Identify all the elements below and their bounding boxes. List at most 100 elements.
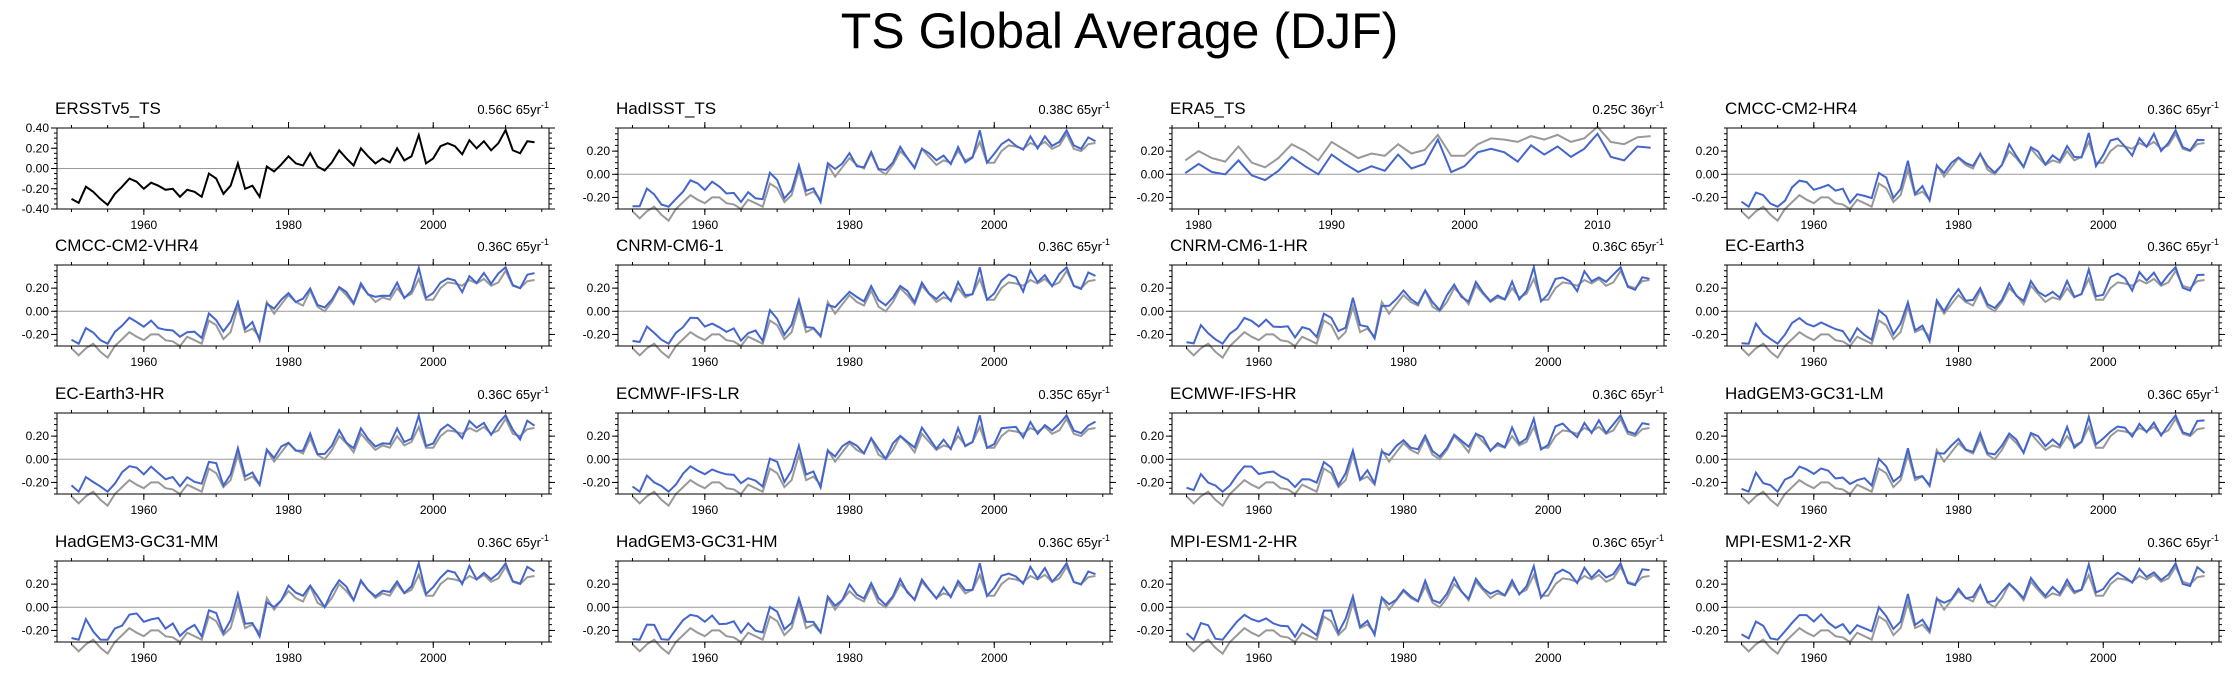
x-tick-label: 1960 [130, 503, 157, 517]
x-tick-label: 1980 [836, 651, 863, 665]
panel-title: HadGEM3-GC31-MM [55, 532, 218, 551]
panel-trend: 0.25C 36yr-1 [1592, 100, 1664, 117]
y-tick-label: -0.20 [583, 475, 611, 489]
x-tick-label: 2000 [1535, 355, 1562, 369]
chart-panel: ERA5_TS 0.25C 36yr-1 -0.20 0.00 0.20 1980 1990… [1137, 99, 1670, 232]
y-tick-label: 0.20 [26, 429, 50, 443]
series-line-model [1186, 263, 1650, 346]
chart-panel: ERSSTv5_TS 0.56C 65yr-1 -0.40 -0.20 0.00 0.20… [22, 99, 555, 232]
chart-panel: MPI-ESM1-2-XR 0.36C 65yr-1 -0.20 0.00 0.20 19… [1692, 532, 2225, 665]
trend-exponent: -1 [2211, 533, 2219, 543]
y-tick-label: 0.20 [1696, 281, 1720, 295]
x-tick-label: 1980 [1945, 503, 1972, 517]
series-line-model [1741, 413, 2205, 494]
panel-trend: 0.36C 65yr-1 [477, 533, 549, 550]
x-tick-label: 2000 [981, 651, 1008, 665]
x-tick-label: 1980 [275, 218, 302, 232]
series-line-model [632, 265, 1096, 346]
x-tick-label: 1960 [1800, 355, 1827, 369]
trend-exponent: -1 [1102, 100, 1110, 110]
x-tick-label: 2000 [1451, 218, 1478, 232]
trend-value: 0.36C 65yr [1038, 535, 1102, 550]
y-tick-label: 0.00 [26, 452, 50, 466]
panel-trend: 0.36C 65yr-1 [1592, 237, 1664, 254]
y-tick-label: 0.00 [587, 600, 611, 614]
series-line-reference [71, 127, 535, 207]
panel-trend: 0.36C 65yr-1 [1038, 533, 1110, 550]
x-tick-label: 2000 [2090, 503, 2117, 517]
y-tick-label: -0.40 [22, 202, 50, 216]
y-tick-label: 0.20 [1141, 577, 1165, 591]
y-tick-label: 0.00 [1696, 167, 1720, 181]
chart-panel: ECMWF-IFS-HR 0.36C 65yr-1 -0.20 0.00 0.20 196… [1137, 384, 1670, 517]
panel-trend: 0.36C 65yr-1 [2147, 533, 2219, 550]
trend-exponent: -1 [1102, 237, 1110, 247]
trend-value: 0.36C 65yr [1038, 239, 1102, 254]
x-tick-label: 2000 [981, 218, 1008, 232]
panel-trend: 0.38C 65yr-1 [1038, 100, 1110, 117]
series-line-model [1740, 128, 2205, 209]
series-line-model [631, 413, 1096, 494]
chart-panel: CNRM-CM6-1-HR 0.36C 65yr-1 -0.20 0.00 0.20 19… [1137, 236, 1670, 369]
y-tick-label: 0.20 [1696, 577, 1720, 591]
panel-trend: 0.36C 65yr-1 [477, 237, 549, 254]
x-tick-label: 1960 [1245, 503, 1272, 517]
panel-trend: 0.36C 65yr-1 [1592, 533, 1664, 550]
x-tick-label: 2000 [420, 355, 447, 369]
y-tick-label: -0.20 [1692, 475, 1720, 489]
trend-value: 0.36C 65yr [2147, 387, 2211, 402]
trend-value: 0.36C 65yr [2147, 239, 2211, 254]
series-line-model [70, 411, 536, 494]
trend-value: 0.56C 65yr [477, 102, 541, 117]
x-tick-label: 2000 [1535, 651, 1562, 665]
trend-value: 0.38C 65yr [1038, 102, 1102, 117]
panel-trend: 0.36C 65yr-1 [1592, 385, 1664, 402]
series-line-model [1185, 561, 1650, 642]
panel-title: CNRM-CM6-1-HR [1170, 236, 1308, 255]
trend-value: 0.35C 65yr [1038, 387, 1102, 402]
series-line-model [1184, 132, 1651, 182]
y-tick-label: -0.20 [1692, 327, 1720, 341]
series-line-model [632, 128, 1096, 208]
trend-value: 0.36C 65yr [2147, 535, 2211, 550]
panel-trend: 0.36C 65yr-1 [1038, 237, 1110, 254]
y-tick-label: 0.20 [26, 577, 50, 591]
x-tick-label: 2000 [2090, 651, 2117, 665]
y-tick-label: -0.20 [22, 623, 50, 637]
series-line-observation [631, 131, 1096, 223]
panel-title: CNRM-CM6-1 [616, 236, 724, 255]
panel-title: CMCC-CM2-VHR4 [55, 236, 199, 255]
y-tick-label: -0.20 [583, 190, 611, 204]
trend-value: 0.36C 65yr [2147, 102, 2211, 117]
trend-value: 0.36C 65yr [1592, 387, 1656, 402]
y-tick-label: 0.20 [587, 577, 611, 591]
x-tick-label: 1980 [836, 355, 863, 369]
x-tick-label: 1980 [1185, 218, 1212, 232]
y-tick-label: -0.20 [22, 327, 50, 341]
trend-exponent: -1 [1102, 533, 1110, 543]
chart-panel: CMCC-CM2-HR4 0.36C 65yr-1 -0.20 0.00 0.20 196… [1692, 99, 2225, 232]
panel-title: HadGEM3-GC31-HM [616, 532, 778, 551]
x-tick-label: 1980 [1390, 503, 1417, 517]
y-tick-label: 0.20 [587, 281, 611, 295]
panel-title: EC-Earth3 [1725, 236, 1804, 255]
x-tick-label: 1980 [1945, 651, 1972, 665]
panel-trend: 0.36C 65yr-1 [2147, 100, 2219, 117]
y-tick-label: 0.20 [26, 141, 50, 155]
x-tick-label: 2000 [981, 355, 1008, 369]
chart-panel: CNRM-CM6-1 0.36C 65yr-1 -0.20 0.00 0.20 1960 1… [583, 236, 1116, 369]
x-tick-label: 1960 [1245, 355, 1272, 369]
panel-title: MPI-ESM1-2-HR [1170, 532, 1298, 551]
x-tick-label: 1960 [691, 503, 718, 517]
trend-exponent: -1 [2211, 237, 2219, 247]
x-tick-label: 1960 [1245, 651, 1272, 665]
trend-value: 0.25C 36yr [1592, 102, 1656, 117]
x-tick-label: 2010 [1584, 218, 1611, 232]
y-tick-label: -0.20 [1137, 475, 1165, 489]
y-tick-label: 0.00 [587, 304, 611, 318]
trend-value: 0.36C 65yr [1592, 535, 1656, 550]
trend-exponent: -1 [541, 533, 549, 543]
panel-title: HadISST_TS [616, 99, 716, 118]
trend-exponent: -1 [1656, 533, 1664, 543]
x-tick-label: 1960 [130, 218, 157, 232]
